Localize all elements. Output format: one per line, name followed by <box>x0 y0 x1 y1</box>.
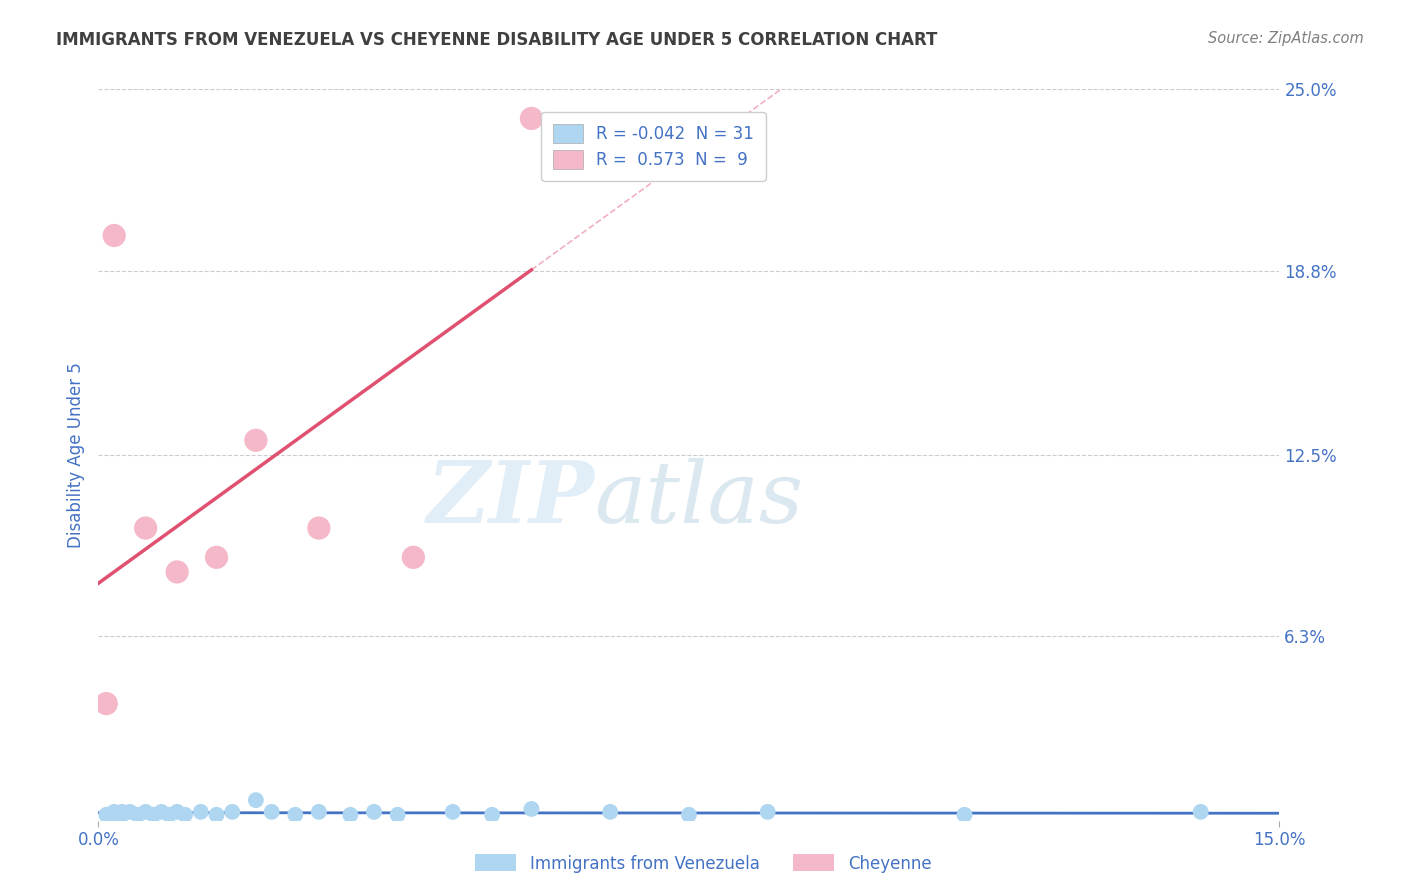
Text: atlas: atlas <box>595 458 804 541</box>
Legend: R = -0.042  N = 31, R =  0.573  N =  9: R = -0.042 N = 31, R = 0.573 N = 9 <box>541 112 766 181</box>
Point <box>205 807 228 822</box>
Point <box>127 807 149 822</box>
Point <box>520 802 543 816</box>
Y-axis label: Disability Age Under 5: Disability Age Under 5 <box>66 362 84 548</box>
Point <box>166 565 188 579</box>
Point <box>135 805 157 819</box>
Point <box>678 807 700 822</box>
Point <box>260 805 283 819</box>
Legend: Immigrants from Venezuela, Cheyenne: Immigrants from Venezuela, Cheyenne <box>468 847 938 880</box>
Point <box>339 807 361 822</box>
Point <box>111 807 134 822</box>
Point <box>221 805 243 819</box>
Point <box>166 805 188 819</box>
Text: IMMIGRANTS FROM VENEZUELA VS CHEYENNE DISABILITY AGE UNDER 5 CORRELATION CHART: IMMIGRANTS FROM VENEZUELA VS CHEYENNE DI… <box>56 31 938 49</box>
Point <box>284 807 307 822</box>
Point <box>157 807 180 822</box>
Point <box>96 807 118 822</box>
Point <box>520 112 543 126</box>
Point <box>135 521 157 535</box>
Point <box>953 807 976 822</box>
Point <box>599 805 621 819</box>
Point <box>363 805 385 819</box>
Point <box>103 228 125 243</box>
Point <box>190 805 212 819</box>
Point <box>387 807 409 822</box>
Point <box>402 550 425 565</box>
Point <box>245 793 267 807</box>
Point <box>756 805 779 819</box>
Point <box>103 805 125 819</box>
Point <box>142 807 165 822</box>
Point <box>481 807 503 822</box>
Text: Source: ZipAtlas.com: Source: ZipAtlas.com <box>1208 31 1364 46</box>
Point <box>308 521 330 535</box>
Point <box>308 805 330 819</box>
Text: ZIP: ZIP <box>426 457 595 541</box>
Point <box>150 805 173 819</box>
Point <box>118 805 141 819</box>
Point <box>103 811 125 825</box>
Point <box>174 807 197 822</box>
Point <box>111 805 134 819</box>
Point <box>1189 805 1212 819</box>
Point <box>441 805 464 819</box>
Point <box>205 550 228 565</box>
Point <box>96 697 118 711</box>
Point <box>245 434 267 448</box>
